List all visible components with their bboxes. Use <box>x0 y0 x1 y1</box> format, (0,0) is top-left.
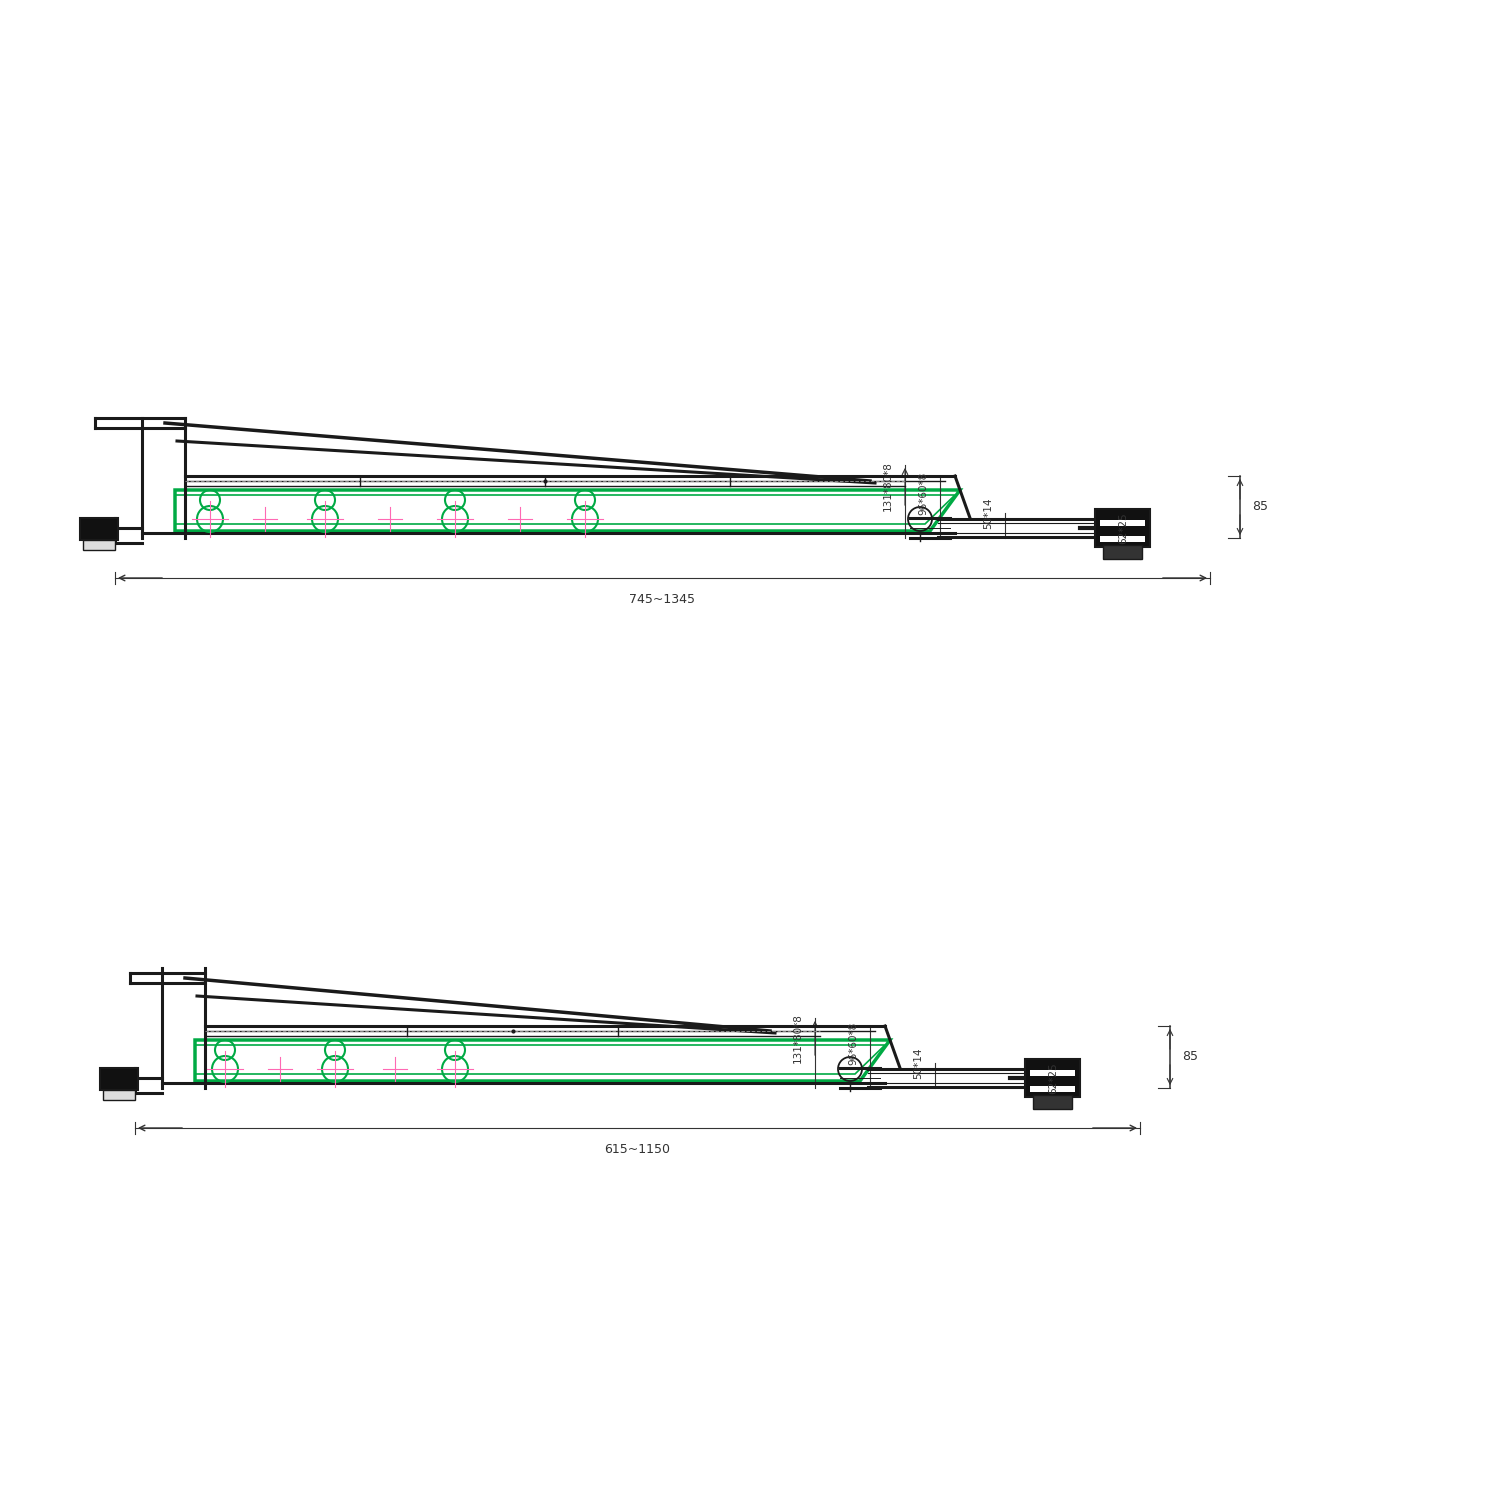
Text: 745~1345: 745~1345 <box>630 592 696 606</box>
Bar <box>1034 1095 1072 1108</box>
Bar <box>1030 1086 1075 1092</box>
FancyBboxPatch shape <box>1024 1059 1080 1096</box>
Bar <box>1100 536 1144 542</box>
Text: 96*60*8: 96*60*8 <box>918 471 928 514</box>
Text: 50*14: 50*14 <box>982 498 993 530</box>
FancyBboxPatch shape <box>80 518 118 540</box>
Text: 131*80*8: 131*80*8 <box>794 1013 802 1064</box>
Bar <box>1030 1070 1075 1076</box>
Bar <box>1102 544 1142 560</box>
Bar <box>82 540 116 550</box>
Text: 85: 85 <box>1252 501 1268 513</box>
Bar <box>1100 520 1144 526</box>
Text: 85: 85 <box>1182 1050 1198 1064</box>
Bar <box>104 1090 135 1100</box>
Text: 62*25: 62*25 <box>1048 1062 1058 1094</box>
FancyBboxPatch shape <box>1095 509 1150 548</box>
Text: 62*25: 62*25 <box>1118 512 1128 544</box>
Text: 96*60*8: 96*60*8 <box>847 1022 858 1065</box>
Text: 131*80*8: 131*80*8 <box>884 462 892 512</box>
Text: 50*14: 50*14 <box>914 1047 922 1078</box>
Text: 615~1150: 615~1150 <box>604 1143 670 1156</box>
FancyBboxPatch shape <box>100 1068 138 1090</box>
